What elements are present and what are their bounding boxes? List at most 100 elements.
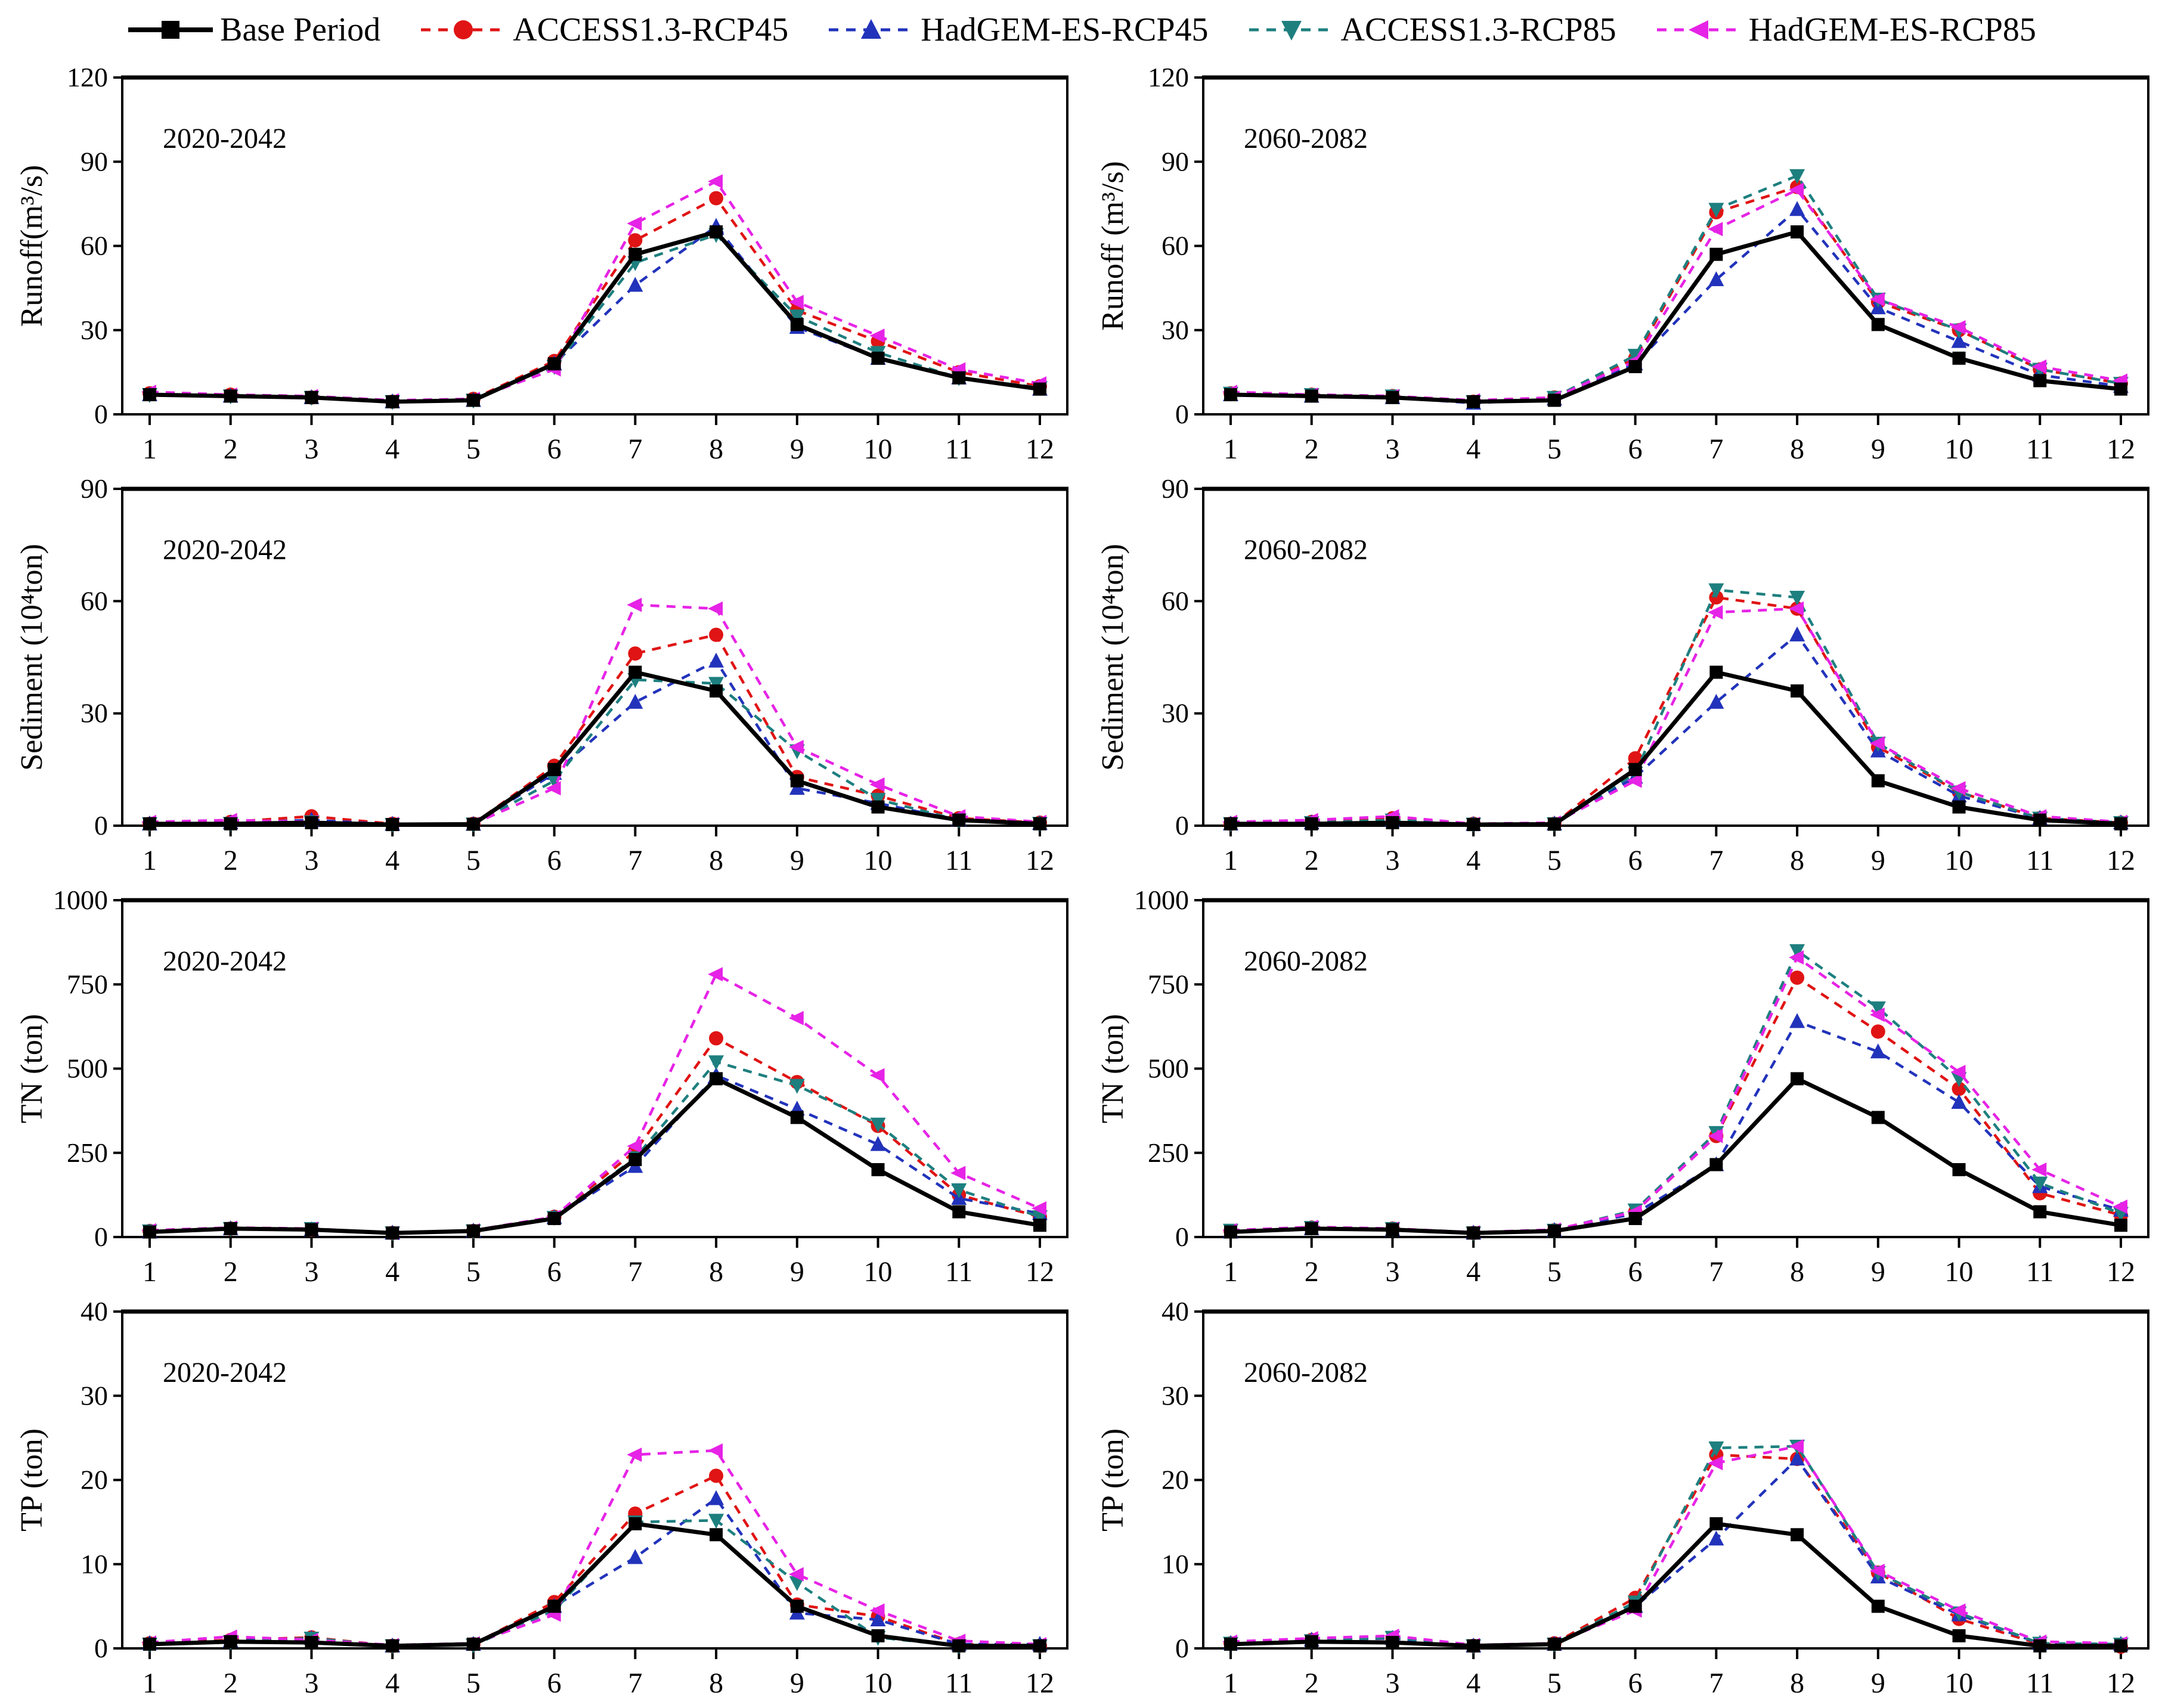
- x-tick-label: 12: [2107, 845, 2135, 876]
- data-point-base-period-m11: [2033, 1205, 2047, 1219]
- data-point-access1-3-rcp45-m10: [1952, 1081, 1966, 1096]
- x-tick-label: 4: [385, 1667, 399, 1699]
- data-point-hadgem-es-rcp85-m6: [1627, 773, 1642, 788]
- data-point-base-period-m12: [1033, 1219, 1046, 1232]
- data-point-access1-3-rcp85-m9: [789, 309, 805, 325]
- data-point-hadgem-es-rcp45-m10: [870, 1611, 886, 1626]
- series-line-base-period: [149, 1521, 1040, 1648]
- x-tick-label: 8: [1790, 1667, 1804, 1699]
- data-point-base-period-m4: [386, 818, 399, 832]
- y-tick-label: 0: [1175, 399, 1189, 429]
- x-tick-label: 9: [1871, 1667, 1885, 1699]
- data-point-hadgem-es-rcp45-m8: [1789, 1013, 1805, 1028]
- series-line-hadgem-es-rcp85: [1230, 607, 2121, 826]
- x-tick-label: 12: [2107, 433, 2135, 465]
- data-point-hadgem-es-rcp85-m10: [869, 1603, 885, 1618]
- y-tick-label: 20: [1161, 1465, 1189, 1495]
- data-point-access1-3-rcp85-m8: [708, 1514, 724, 1529]
- data-point-hadgem-es-rcp85-m9: [1869, 736, 1885, 751]
- data-point-base-period-m11: [2033, 813, 2047, 827]
- data-point-access1-3-rcp85-m8: [1789, 591, 1805, 606]
- y-tick-label: 0: [94, 399, 108, 429]
- x-tick-label: 3: [1385, 1256, 1399, 1288]
- subplot-tp-2060-2082: 0 10 20 30 40 1 2 3 4 5 6 7 8 9 10 11 12 2060-2082 TP (ton…: [1081, 1294, 2162, 1705]
- data-point-hadgem-es-rcp85-m8: [1789, 182, 1804, 197]
- data-point-access1-3-rcp85-m8: [1789, 169, 1805, 184]
- series-line-hadgem-es-rcp45: [1230, 208, 2121, 405]
- x-tick-label: 11: [945, 433, 972, 465]
- x-tick-label: 9: [1871, 433, 1885, 465]
- x-tick-label: 9: [1871, 845, 1885, 876]
- x-tick-label: 7: [628, 1256, 642, 1288]
- legend-label-access13-rcp85: ACCESS1.3-RCP85: [1340, 11, 1616, 48]
- data-point-hadgem-es-rcp45-m7: [1708, 1530, 1724, 1546]
- y-tick-label: 30: [80, 698, 108, 729]
- x-tick-label: 10: [1945, 1256, 1974, 1288]
- data-point-hadgem-es-rcp45-m9: [789, 780, 805, 795]
- subplot-sediment-2060-2082: 0 30 60 90 1 2 3 4 5 6 7 8 9 10 11 12 2060-2082 Sediment …: [1081, 471, 2162, 882]
- data-point-access1-3-rcp45-m7: [628, 646, 643, 661]
- y-axis-label: Runoff(m³/s): [15, 165, 49, 327]
- y-tick-label: 90: [1161, 146, 1189, 176]
- x-tick-label: 10: [1945, 845, 1974, 876]
- x-tick-label: 1: [143, 845, 157, 876]
- x-tick-label: 2: [224, 1667, 238, 1699]
- x-tick-label: 10: [1945, 433, 1974, 465]
- subplot-tp-2020-2042: 0 10 20 30 40 1 2 3 4 5 6 7 8 9 10 11 12 2020-2042 TP (ton…: [0, 1294, 1081, 1705]
- series-line-access1-3-rcp85: [1230, 588, 2121, 826]
- data-point-base-period-m4: [386, 1226, 399, 1240]
- data-point-access1-3-rcp45-m6: [1628, 751, 1643, 765]
- x-tick-label: 5: [466, 1667, 481, 1699]
- y-tick-label: 40: [1161, 1296, 1189, 1326]
- x-tick-label: 9: [790, 845, 804, 876]
- data-point-hadgem-es-rcp85-m9: [1869, 292, 1885, 306]
- x-tick-label: 11: [2026, 1256, 2053, 1288]
- data-point-base-period-m10: [1952, 1163, 1966, 1176]
- y-tick-label: 30: [80, 1380, 108, 1411]
- x-tick-label: 2: [1305, 433, 1319, 465]
- series-line-access1-3-rcp85: [149, 1060, 1040, 1235]
- legend-item-access13-rcp45: ACCESS1.3-RCP45: [419, 11, 788, 49]
- data-point-base-period-m11: [2033, 374, 2047, 388]
- data-point-base-period-m7: [1709, 1517, 1723, 1530]
- x-tick-label: 1: [1224, 433, 1238, 465]
- data-point-base-period-m5: [1547, 817, 1561, 831]
- x-tick-label: 5: [466, 1256, 481, 1288]
- x-tick-label: 5: [1547, 1667, 1562, 1699]
- x-tick-label: 8: [1790, 1256, 1804, 1288]
- data-point-hadgem-es-rcp85-m7: [1708, 605, 1723, 620]
- x-tick-label: 12: [1026, 845, 1054, 876]
- x-tick-label: 9: [1871, 1256, 1885, 1288]
- series-line-hadgem-es-rcp45: [149, 659, 1040, 826]
- y-tick-label: 500: [1148, 1053, 1189, 1084]
- y-tick-label: 120: [1148, 62, 1189, 92]
- data-point-base-period-m6: [547, 1211, 561, 1225]
- data-point-base-period-m12: [1033, 382, 1046, 396]
- data-point-access1-3-rcp45-m8: [1790, 970, 1805, 985]
- data-point-hadgem-es-rcp85-m7: [627, 1447, 642, 1462]
- triangle-up-marker: [861, 19, 882, 39]
- data-point-hadgem-es-rcp45-m8: [708, 652, 724, 668]
- y-axis-label: Sediment (10⁴ton): [15, 544, 49, 771]
- y-tick-label: 10: [80, 1549, 108, 1579]
- data-point-hadgem-es-rcp85-m10: [1950, 320, 1966, 335]
- x-tick-label: 2: [1305, 1256, 1319, 1288]
- data-point-base-period-m8: [1791, 1528, 1804, 1542]
- series-line-access1-3-rcp45: [149, 197, 1040, 404]
- data-point-base-period-m8: [1791, 225, 1804, 238]
- data-point-base-period-m2: [224, 817, 237, 830]
- y-tick-label: 0: [94, 1633, 108, 1663]
- data-point-hadgem-es-rcp45-m8: [708, 1490, 724, 1505]
- x-tick-label: 3: [1385, 1667, 1399, 1699]
- data-point-base-period-m12: [2114, 382, 2127, 396]
- x-tick-label: 10: [864, 1256, 893, 1288]
- x-tick-label: 3: [1385, 845, 1399, 876]
- hadgem-es-rcp85-triangle-left-marker-icon: [1656, 20, 1742, 39]
- data-point-hadgem-es-rcp45-m8: [1789, 1450, 1805, 1466]
- legend-item-base-period: Base Period: [126, 11, 380, 49]
- data-point-base-period-m10: [1952, 351, 1966, 365]
- y-tick-label: 0: [94, 810, 108, 841]
- series-line-hadgem-es-rcp45: [149, 1074, 1040, 1235]
- x-tick-label: 11: [945, 1256, 972, 1288]
- data-point-base-period-m4: [1467, 1639, 1480, 1653]
